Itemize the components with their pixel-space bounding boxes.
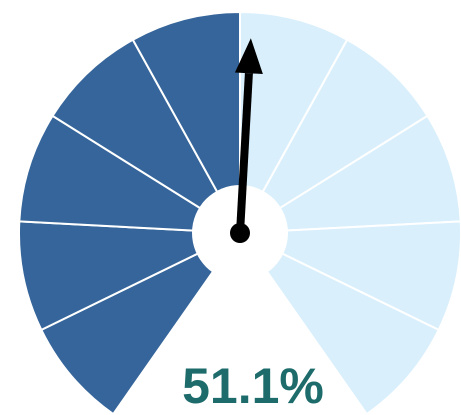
gauge-band [40,232,241,415]
needle-shaft [236,73,253,234]
gauge-band [51,38,241,234]
gauge-band [239,232,440,415]
gauge-band [239,114,461,234]
gauge-band [18,114,241,234]
gauge-band [131,11,241,234]
gauge-band [239,11,349,234]
value-label: 51.1% [182,358,324,414]
needle-head [234,38,263,75]
gauge-band [18,220,241,331]
gauge-bands [18,11,461,415]
gauge-band [239,38,429,234]
needle-pivot [230,223,250,243]
needle-group [230,38,263,243]
